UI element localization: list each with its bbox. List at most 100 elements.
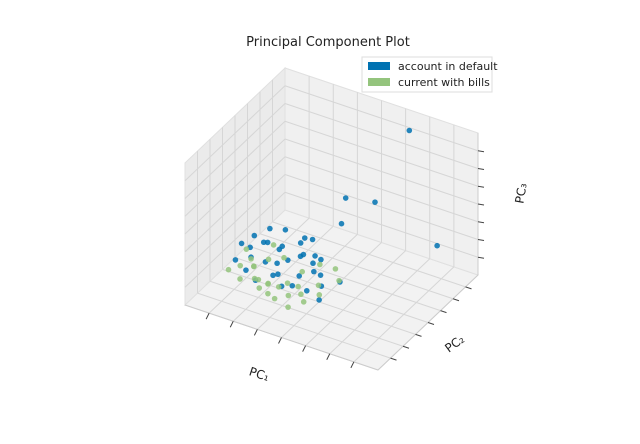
point	[275, 271, 281, 278]
point	[282, 227, 289, 233]
legend: account in default current with bills	[361, 56, 498, 93]
point	[300, 299, 307, 305]
point	[372, 199, 378, 205]
tick	[415, 333, 422, 337]
point	[284, 280, 291, 286]
tick	[278, 337, 282, 344]
point	[237, 276, 243, 282]
point	[311, 268, 317, 275]
point	[310, 260, 316, 267]
grid-line	[284, 85, 479, 152]
point	[406, 127, 413, 134]
point	[243, 267, 249, 273]
grid-line	[272, 221, 466, 288]
tick	[477, 168, 485, 170]
point	[270, 272, 276, 279]
point	[316, 297, 322, 303]
tick	[402, 345, 410, 349]
point	[301, 235, 308, 241]
point	[251, 232, 258, 239]
legend-label: current with bills	[398, 76, 490, 89]
tick	[326, 353, 331, 360]
point	[260, 239, 267, 246]
point	[342, 195, 349, 201]
point	[285, 292, 292, 299]
point	[312, 253, 318, 259]
grid-line	[234, 257, 429, 323]
point	[256, 285, 263, 291]
tick	[477, 185, 485, 188]
tick	[477, 239, 485, 241]
tick	[477, 221, 485, 224]
z-axis-label: PC₃	[512, 182, 529, 205]
grid-line	[284, 103, 479, 169]
point	[318, 256, 324, 263]
point	[232, 257, 239, 263]
tick	[427, 322, 435, 325]
point	[270, 242, 277, 248]
point	[317, 272, 324, 278]
tick	[302, 345, 307, 352]
point	[309, 236, 316, 243]
grid-line	[184, 120, 286, 217]
point	[315, 282, 322, 289]
point	[297, 253, 304, 260]
grid-line	[184, 138, 286, 235]
point	[295, 283, 301, 290]
grid-line	[305, 250, 406, 346]
point	[248, 256, 254, 262]
points	[225, 127, 440, 310]
legend-swatch	[368, 62, 390, 70]
grid-line	[184, 103, 286, 199]
tick	[477, 256, 485, 259]
tick	[452, 298, 460, 302]
tick	[350, 361, 355, 369]
point	[296, 273, 303, 279]
tick	[253, 329, 258, 336]
point	[255, 276, 262, 283]
point	[271, 295, 278, 302]
tick	[465, 286, 472, 290]
point	[336, 277, 342, 284]
point	[289, 282, 296, 289]
point	[332, 266, 339, 272]
point	[274, 260, 280, 267]
tick	[229, 321, 234, 328]
point	[265, 256, 272, 263]
point	[434, 242, 440, 249]
point	[265, 281, 271, 287]
point	[243, 246, 250, 252]
y-axis-label: PC₂	[442, 332, 467, 355]
tick	[205, 312, 210, 320]
grid-line	[259, 233, 454, 300]
point	[238, 240, 245, 247]
legend-swatch	[368, 78, 390, 86]
point	[297, 240, 304, 246]
point	[267, 225, 273, 232]
legend-label: account in default	[398, 60, 498, 73]
grid-line	[329, 258, 431, 355]
point	[275, 284, 282, 290]
point	[316, 292, 323, 298]
x-axis-label: PC₁	[247, 364, 271, 384]
point	[264, 239, 271, 246]
point	[237, 262, 244, 269]
point	[265, 290, 271, 297]
point	[225, 266, 232, 273]
point	[338, 220, 345, 227]
point	[285, 304, 291, 310]
tick	[390, 357, 397, 361]
chart-title: Principal Component Plot	[246, 35, 410, 50]
point	[299, 268, 306, 275]
tick	[440, 310, 447, 314]
grid-line	[184, 85, 286, 182]
tick	[477, 203, 485, 206]
point	[276, 246, 283, 253]
axes-panes	[184, 66, 485, 371]
grid-line	[353, 266, 455, 363]
grid-line	[284, 120, 479, 187]
grid-line	[247, 245, 441, 312]
point	[281, 254, 287, 261]
grid-line	[284, 138, 479, 205]
